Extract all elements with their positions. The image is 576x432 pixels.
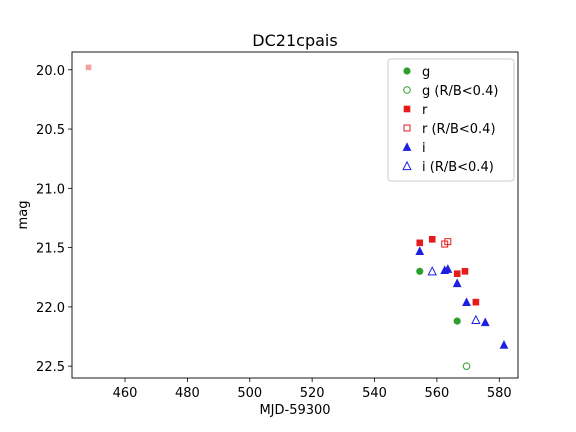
- data-point: [415, 246, 425, 256]
- y-axis: 20.0 20.5 21.0 21.5 22.0 22.5: [36, 64, 72, 375]
- legend-label: g: [422, 65, 430, 80]
- y-tick-label: 22.0: [36, 301, 65, 316]
- x-tick-label: 540: [362, 386, 387, 401]
- y-tick-label: 22.5: [36, 360, 65, 375]
- data-point: [461, 268, 469, 275]
- x-tick-label: 480: [175, 386, 200, 401]
- data-point: [453, 317, 461, 325]
- legend-label: r (R/B<0.4): [422, 122, 496, 137]
- chart-title: DC21cpais: [252, 31, 337, 50]
- plot-area: [71, 51, 519, 379]
- data-point: [452, 278, 462, 288]
- x-tick-label: 520: [300, 386, 325, 401]
- data-point: [471, 314, 481, 325]
- y-tick-label: 21.5: [36, 242, 65, 257]
- data-point: [85, 64, 92, 71]
- legend-marker: [402, 160, 412, 171]
- data-point: [416, 239, 424, 247]
- legend-marker: [403, 124, 411, 132]
- legend-marker: [403, 67, 411, 75]
- data-point: [472, 298, 480, 306]
- data-point: [499, 340, 509, 349]
- data-point: [416, 267, 424, 275]
- legend-label: g (R/B<0.4): [422, 84, 498, 99]
- legend-frame: [387, 58, 515, 182]
- data-point: [428, 236, 436, 243]
- y-tick-label: 21.0: [36, 182, 65, 197]
- data-point: [462, 362, 471, 370]
- legend-label: r: [422, 103, 428, 118]
- x-tick-label: 500: [237, 386, 262, 401]
- legend-marker: [403, 86, 411, 94]
- x-axis: 460 480 500 520 540 560 580: [113, 378, 512, 401]
- x-axis-label: MJD-59300: [259, 403, 330, 418]
- data-point: [443, 264, 453, 273]
- y-tick-label: 20.0: [36, 64, 65, 79]
- legend-marker: [403, 105, 411, 113]
- data-point: [427, 266, 437, 276]
- data-point: [462, 297, 471, 307]
- y-axis-label: mag: [16, 201, 31, 230]
- legend-label: i: [422, 141, 426, 156]
- data-point: [444, 238, 452, 246]
- plot-frame: [71, 51, 519, 379]
- x-tick-label: 560: [424, 386, 449, 401]
- data-point: [453, 270, 461, 277]
- x-tick-label: 580: [487, 386, 512, 401]
- data-point: [480, 317, 490, 327]
- legend-label: i (R/B<0.4): [422, 160, 494, 175]
- x-tick-label: 460: [113, 386, 138, 401]
- legend-marker: [402, 142, 412, 151]
- legend: g g (R/B<0.4) r r (R/B<0.4) i i (R/B<0.4): [387, 58, 515, 182]
- data-points: [85, 64, 509, 370]
- y-tick-label: 20.5: [36, 123, 65, 138]
